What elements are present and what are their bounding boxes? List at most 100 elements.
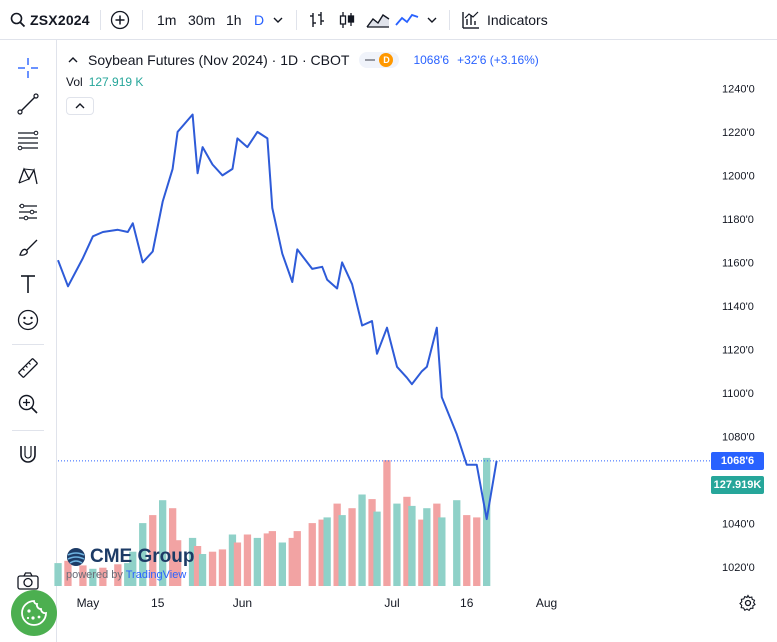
toolbar-divider	[12, 344, 44, 345]
powered-by-label: powered by	[66, 569, 123, 581]
legend-price: 1068'6	[413, 53, 450, 67]
timeframe-d[interactable]: D	[254, 8, 264, 32]
last-volume-badge: 127.919K	[711, 476, 764, 494]
fib-retracement-tool[interactable]	[14, 126, 42, 154]
measure-tool[interactable]	[14, 354, 42, 382]
collapse-legend-icon[interactable]	[66, 53, 80, 67]
chevron-down-icon	[273, 17, 283, 23]
timeframe-dropdown[interactable]	[272, 8, 284, 32]
volume-bar	[124, 563, 132, 586]
y-tick-label: 1080'0	[722, 431, 755, 443]
candles-style-button[interactable]	[338, 8, 356, 32]
price-series-line	[57, 113, 498, 521]
toolbar-divider	[142, 10, 143, 30]
volume-bar	[288, 537, 296, 586]
volume-bar	[99, 567, 107, 586]
search-icon	[10, 12, 26, 28]
bars-style-button[interactable]	[308, 8, 326, 32]
volume-bar	[403, 496, 411, 586]
volume-bar	[338, 515, 346, 586]
timeframe-30m[interactable]: 30m	[188, 8, 215, 32]
fibonacci-icon	[17, 130, 39, 151]
volume-bar	[174, 540, 182, 586]
magnet-tool[interactable]	[14, 440, 42, 468]
y-tick-label: 1120'0	[722, 344, 754, 356]
top-toolbar: ZSX2024 1m 30m 1h D Indicators	[0, 0, 777, 40]
symbol-text: ZSX2024	[30, 12, 90, 28]
forecasting-tool[interactable]	[14, 198, 42, 226]
volume-bar	[418, 519, 426, 586]
collapse-indicators-button[interactable]	[66, 97, 94, 115]
last-price-badge: 1068'6	[711, 452, 764, 470]
volume-value: 127.919 K	[88, 75, 144, 89]
dash-icon	[365, 59, 376, 61]
volume-legend: Vol 127.919 K	[66, 75, 143, 89]
emoji-tool[interactable]	[14, 306, 42, 334]
line-style-button[interactable]	[395, 8, 419, 32]
volume-bar	[473, 517, 481, 586]
delay-badge-letter: D	[379, 53, 394, 67]
volume-bar	[149, 515, 157, 586]
volume-bar	[483, 457, 491, 586]
screenshot-button[interactable]	[14, 567, 42, 595]
trend-line-tool[interactable]	[14, 90, 42, 118]
text-tool[interactable]	[14, 270, 42, 298]
volume-bar	[198, 554, 207, 586]
tradingview-label: TradingView	[125, 569, 187, 581]
crosshair-tool[interactable]	[14, 54, 42, 82]
chart-style-dropdown[interactable]	[426, 8, 438, 32]
volume-bar	[438, 517, 446, 586]
market-status-badge[interactable]: D	[359, 52, 400, 68]
cme-brand: CME Group	[90, 546, 195, 567]
brush-icon	[19, 239, 38, 256]
y-tick-label: 1160'0	[722, 257, 754, 269]
chart-legend: Soybean Futures (Nov 2024) · 1D · CBOT D…	[66, 50, 539, 70]
timeframe-label: 1h	[226, 12, 242, 28]
volume-bar	[114, 564, 122, 586]
chart-settings-button[interactable]	[739, 594, 757, 612]
brush-tool[interactable]	[14, 234, 42, 262]
volume-bar	[89, 568, 97, 586]
area-style-button[interactable]	[366, 8, 390, 32]
zoom-in-tool[interactable]	[14, 390, 42, 418]
volume-bar	[308, 523, 316, 586]
powered-by: powered by TradingView	[66, 569, 195, 581]
volume-bar	[263, 533, 271, 586]
y-tick-label: 1180'0	[722, 214, 754, 226]
volume-bar	[268, 531, 276, 586]
ruler-icon	[18, 358, 38, 378]
x-tick-label: 16	[460, 596, 474, 610]
volume-bar	[159, 500, 167, 586]
volume-bar	[423, 508, 431, 586]
volume-bar	[64, 560, 72, 586]
xabcd-pattern-icon	[18, 167, 38, 185]
compare-button[interactable]	[110, 8, 130, 32]
timeframe-1h[interactable]: 1h	[226, 8, 242, 32]
x-tick-label: Jul	[384, 596, 399, 610]
volume-bar	[188, 537, 197, 586]
volume-bar	[54, 563, 62, 586]
volume-bar	[408, 505, 416, 586]
cookie-settings-button[interactable]	[11, 590, 57, 636]
pattern-tool[interactable]	[14, 162, 42, 190]
x-tick-label: Jun	[233, 596, 252, 610]
volume-bar	[278, 542, 286, 586]
gear-icon	[739, 594, 756, 612]
volume-bar	[169, 508, 177, 586]
chevron-up-icon	[75, 103, 85, 109]
series-title: Soybean Futures (Nov 2024) · 1D · CBOT	[88, 52, 350, 68]
toolbar-divider	[296, 10, 297, 30]
timeframe-1m[interactable]: 1m	[157, 8, 176, 32]
indicators-icon	[462, 11, 479, 29]
projection-icon	[19, 203, 37, 221]
volume-bar	[218, 549, 227, 586]
x-axis: May 15 Jun Jul 16 Aug	[77, 596, 558, 610]
volume-bar	[453, 500, 461, 586]
volume-label: Vol	[66, 75, 83, 89]
text-icon	[21, 275, 35, 293]
symbol-search[interactable]: ZSX2024	[10, 8, 90, 32]
volume-bar	[393, 503, 401, 586]
indicators-button[interactable]: Indicators	[461, 8, 548, 32]
volume-bar	[433, 503, 441, 586]
